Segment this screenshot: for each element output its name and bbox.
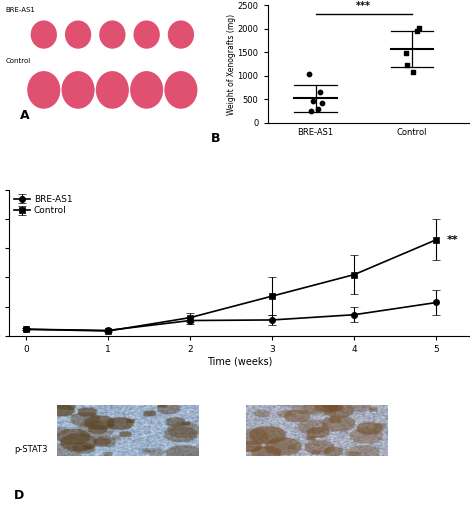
Ellipse shape — [65, 20, 91, 49]
Ellipse shape — [67, 22, 91, 48]
Ellipse shape — [99, 20, 126, 49]
Ellipse shape — [27, 71, 60, 109]
Text: B: B — [211, 132, 220, 145]
Point — [319, 98, 326, 106]
Point — [314, 105, 321, 113]
Ellipse shape — [101, 22, 126, 48]
Text: Control: Control — [297, 407, 329, 416]
Point — [307, 107, 315, 115]
Point — [402, 49, 410, 57]
Ellipse shape — [136, 22, 160, 48]
Ellipse shape — [130, 71, 163, 109]
Ellipse shape — [170, 22, 194, 48]
Ellipse shape — [62, 71, 95, 109]
Point — [403, 61, 410, 70]
Y-axis label: Weight of Xenografts (mg): Weight of Xenografts (mg) — [227, 13, 236, 115]
Ellipse shape — [98, 73, 128, 108]
Ellipse shape — [134, 20, 160, 49]
Text: p-STAT3: p-STAT3 — [14, 445, 47, 454]
Ellipse shape — [29, 73, 60, 108]
Point — [317, 88, 324, 96]
Ellipse shape — [132, 73, 163, 108]
Ellipse shape — [64, 73, 94, 108]
Ellipse shape — [168, 20, 194, 49]
Legend: BRE-AS1, Control: BRE-AS1, Control — [14, 195, 73, 216]
Ellipse shape — [31, 20, 57, 49]
Text: ***: *** — [356, 1, 371, 11]
Text: **: ** — [446, 234, 458, 245]
Point — [416, 24, 423, 32]
Text: A: A — [19, 109, 29, 122]
Text: D: D — [14, 488, 24, 502]
Ellipse shape — [164, 71, 198, 109]
Text: BRE-AS1: BRE-AS1 — [109, 407, 148, 416]
Ellipse shape — [96, 71, 129, 109]
Ellipse shape — [33, 22, 57, 48]
Point — [309, 97, 317, 105]
Text: BRE-AS1: BRE-AS1 — [5, 7, 36, 13]
Point — [409, 68, 416, 76]
Point — [305, 70, 313, 78]
Ellipse shape — [166, 73, 197, 108]
Point — [414, 27, 421, 35]
Text: Control: Control — [5, 58, 31, 64]
X-axis label: Time (weeks): Time (weeks) — [207, 356, 272, 367]
